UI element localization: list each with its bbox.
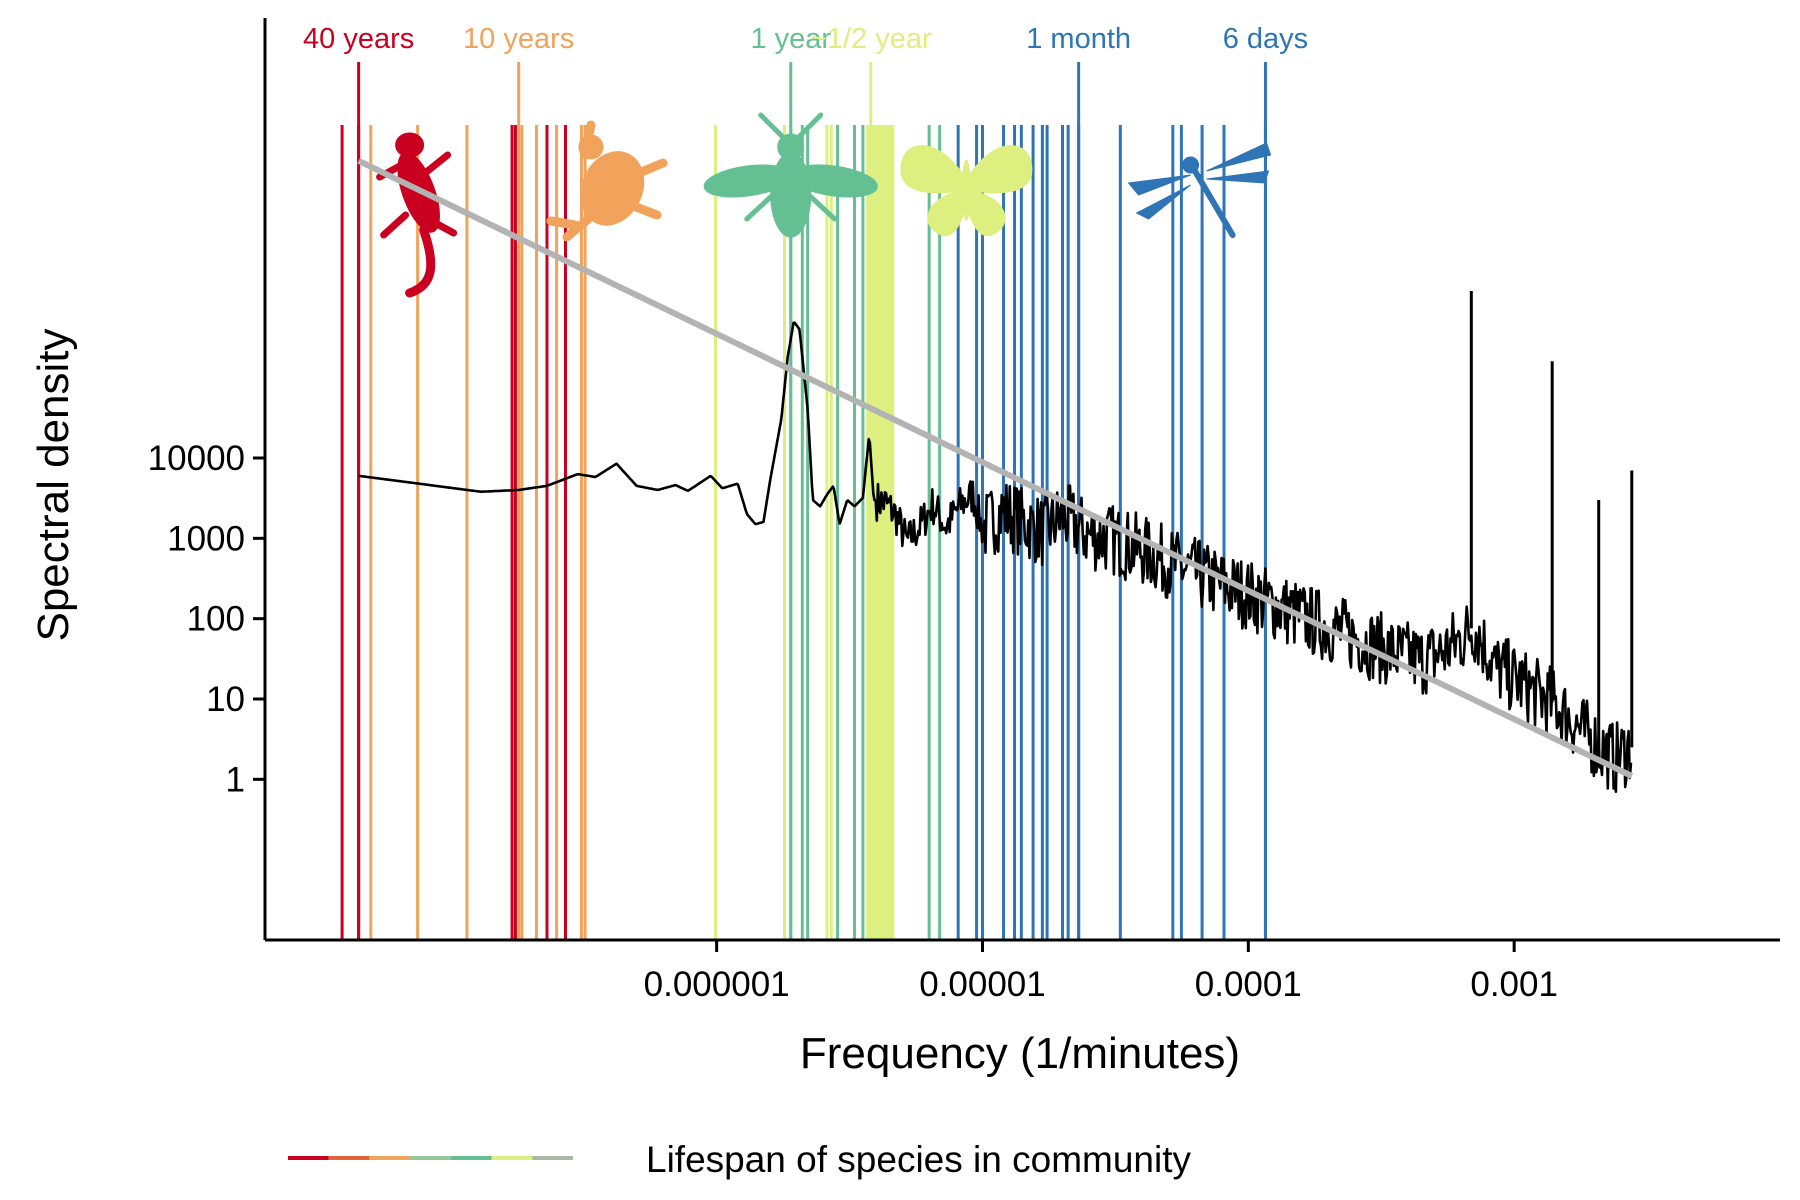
butterfly-icon bbox=[900, 145, 1033, 237]
trend-series bbox=[357, 158, 1634, 779]
reference-label-1: 10 years bbox=[463, 23, 574, 55]
spectrum-series bbox=[358, 290, 1634, 793]
spectrum-line bbox=[358, 321, 1633, 793]
x-tick-label-3: 0.001 bbox=[1470, 965, 1558, 1004]
legend: Lifespan of species in community bbox=[288, 1139, 1191, 1180]
y-tick-label-1: 1000 bbox=[167, 519, 245, 558]
y-tick-label-4: 1 bbox=[226, 760, 245, 799]
bee-icon bbox=[703, 112, 878, 238]
reference-lines: 40 years 10 years 1 year~1/2 year 1 month 6 … bbox=[303, 23, 1308, 940]
reference-label-4: 1 month bbox=[1026, 23, 1131, 55]
x-tick-label-0: 0.000001 bbox=[644, 965, 790, 1004]
reference-label-3: ~1/2 year bbox=[810, 23, 932, 55]
y-tick-label-2: 100 bbox=[187, 600, 245, 639]
dragonfly-icon bbox=[1127, 142, 1272, 238]
species-lifespan-lines bbox=[340, 125, 1267, 940]
y-axis-title: Spectral density bbox=[29, 328, 78, 641]
reference-label-2: 1 year bbox=[750, 23, 831, 55]
tick-marks: 0.000001 0.00001 0.0001 0.001 10000 1000 100 10… bbox=[148, 439, 1558, 1004]
y-tick-label-3: 10 bbox=[206, 680, 245, 719]
legend-label: Lifespan of species in community bbox=[646, 1139, 1191, 1180]
trend-line bbox=[357, 158, 1634, 779]
reference-label-0: 40 years bbox=[303, 23, 414, 55]
y-tick-label-0: 10000 bbox=[148, 439, 245, 478]
axes bbox=[263, 18, 1780, 942]
reference-label-5: 6 days bbox=[1223, 23, 1308, 55]
x-tick-label-1: 0.00001 bbox=[919, 965, 1046, 1004]
x-axis-title: Frequency (1/minutes) bbox=[800, 1029, 1240, 1078]
frog-icon bbox=[546, 120, 668, 242]
species-silhouettes bbox=[376, 112, 1272, 298]
x-tick-label-2: 0.0001 bbox=[1195, 965, 1302, 1004]
